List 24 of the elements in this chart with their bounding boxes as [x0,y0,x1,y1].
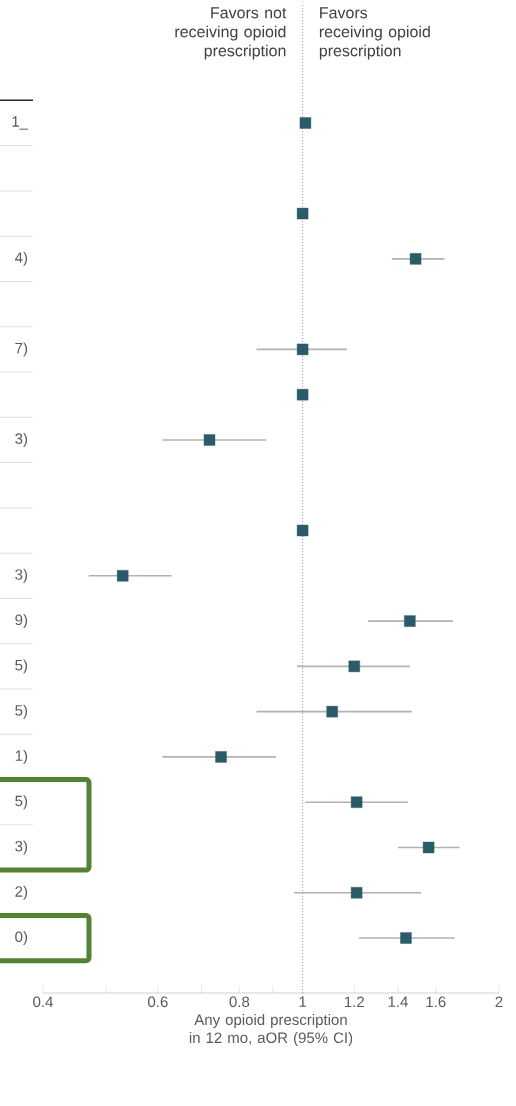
y-tick-label: 0) [15,931,28,946]
x-tick-label: 0.4 [33,996,53,1008]
y-tick-label: 1_ [12,116,29,130]
y-tick-label: 3) [15,432,28,447]
x-tick-label: 1.2 [344,996,364,1008]
y-tick-label: 5) [15,659,28,674]
x-tick-label: 1.6 [426,996,446,1008]
y-tick-label: 3) [15,568,28,583]
y-tick-label: 2) [15,885,28,900]
x-tick-label: 0.6 [148,996,168,1008]
y-tick-label: 5) [15,704,28,719]
y-tick-label: 3) [15,840,28,855]
x-axis-title: Any opioid prescription in 12 mo, aOR (95% CI) [189,1014,353,1046]
x-tick-label: 1.4 [388,996,408,1007]
x-tick-label: 1 [299,996,307,1007]
x-tick-label: 2 [495,996,503,1008]
y-tick-label: 9) [15,614,28,629]
y-tick-label: 4) [14,251,28,266]
x-tick-label: 0.8 [229,996,250,1008]
y-tick-label: 5) [15,795,28,810]
y-tick-label: 7) [15,342,28,357]
text: Favors not receiving opioid prescription [175,7,287,60]
text: Favors receiving opioid prescription [319,7,430,60]
y-tick-label: 1) [15,749,28,764]
